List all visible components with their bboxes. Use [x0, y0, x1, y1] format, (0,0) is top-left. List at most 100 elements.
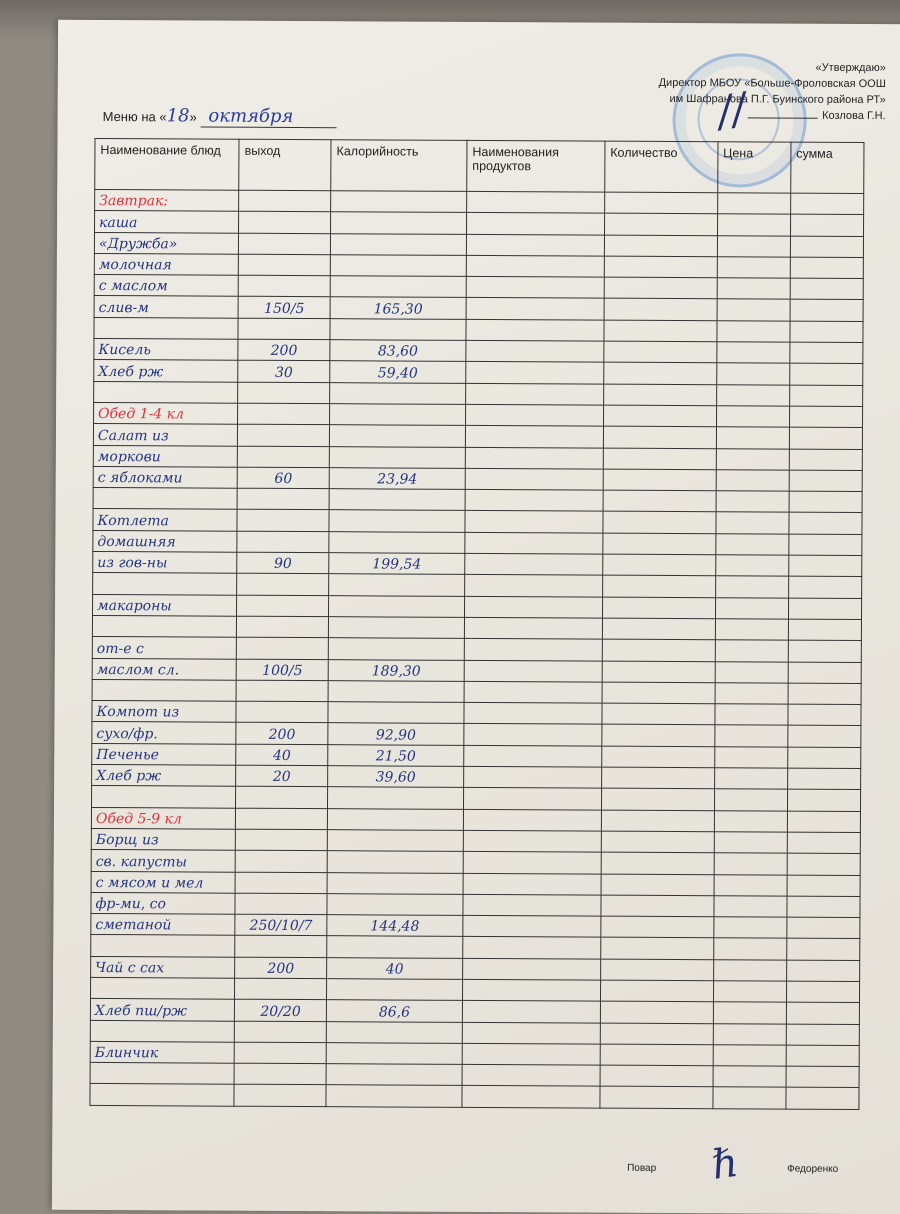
cell-output: 60	[237, 467, 330, 489]
cell-empty	[601, 681, 715, 704]
cell-name: св. капусты	[91, 849, 236, 872]
cell-output	[234, 1042, 327, 1064]
cell-empty	[602, 596, 716, 619]
cell-output	[236, 573, 329, 596]
cell-calories	[330, 275, 467, 298]
cell-empty	[466, 212, 605, 235]
cook-signature: ℏ	[709, 1139, 741, 1189]
cell-name: Хлеб пш/рж	[90, 998, 235, 1021]
cell-output: 30	[237, 360, 330, 383]
cell-empty	[464, 574, 603, 597]
cell-empty	[713, 1001, 787, 1024]
cell-calories	[327, 893, 464, 916]
cell-output	[237, 381, 330, 404]
cell-empty	[712, 1065, 786, 1088]
menu-sheet: «Утверждаю» Директор МБОУ «Больше-Фролов…	[51, 19, 900, 1214]
cell-output: 200	[236, 722, 329, 745]
cell-calories	[326, 1063, 463, 1086]
cell-empty	[462, 936, 601, 959]
cell-empty	[790, 235, 864, 258]
cell-empty	[601, 703, 715, 726]
cell-empty	[601, 767, 715, 790]
cell-name: моркови	[93, 445, 238, 468]
cell-output	[237, 445, 330, 468]
cell-name	[93, 317, 239, 340]
cell-empty	[600, 1022, 714, 1045]
cell-calories: 40	[326, 957, 463, 980]
title-prefix: Меню на «	[102, 108, 167, 125]
cell-empty	[465, 468, 604, 491]
cell-empty	[601, 831, 715, 853]
cell-empty	[601, 852, 714, 875]
cell-empty	[789, 406, 863, 428]
cell-empty	[713, 938, 787, 960]
column-header: выход	[238, 139, 332, 191]
cell-empty	[789, 427, 863, 450]
cell-name: Обед 5-9 кл	[91, 807, 236, 830]
cell-empty	[463, 766, 602, 789]
cell-output	[235, 871, 328, 894]
cell-empty	[786, 959, 860, 982]
cell-name: «Дружба»	[94, 232, 239, 255]
cell-name: Завтрак:	[94, 189, 239, 212]
cell-empty	[462, 1021, 601, 1044]
cell-empty	[601, 809, 715, 832]
cell-empty	[603, 405, 717, 427]
cell-output	[236, 680, 329, 702]
cell-empty	[716, 426, 790, 449]
cell-empty	[602, 618, 716, 640]
cell-calories	[329, 510, 466, 533]
cell-empty	[715, 512, 789, 534]
cell-name: макароны	[92, 594, 237, 617]
cell-output	[236, 594, 329, 617]
cell-empty	[712, 1023, 787, 1045]
column-header: сумма	[790, 142, 864, 194]
cell-empty	[465, 425, 604, 448]
cell-empty	[715, 448, 790, 470]
cell-empty	[604, 234, 718, 257]
cell-calories: 23,94	[329, 467, 466, 490]
cell-empty	[461, 1064, 601, 1087]
cell-empty	[788, 555, 862, 577]
cell-name: из гов-ны	[92, 551, 238, 574]
cell-empty	[465, 361, 604, 384]
cell-empty	[715, 554, 789, 577]
cell-empty	[713, 916, 787, 939]
cell-empty	[600, 873, 714, 896]
cell-calories	[327, 786, 464, 809]
cell-calories	[326, 1042, 463, 1065]
title-separator: »	[189, 109, 197, 125]
cell-calories	[328, 531, 465, 554]
cell-empty	[466, 191, 605, 214]
cell-empty	[789, 448, 863, 471]
cell-output	[237, 424, 330, 447]
cell-empty	[717, 235, 791, 257]
cell-empty	[715, 490, 789, 513]
cell-name: с яблоками	[93, 466, 238, 489]
cell-name	[90, 1020, 235, 1043]
column-header: Наименования продуктов	[466, 140, 605, 193]
cell-empty	[463, 702, 602, 725]
approval-school: им Шафранова П.Г. Буинского района РТ»	[669, 92, 886, 107]
cook-label: Повар	[627, 1162, 657, 1174]
cell-empty	[786, 917, 860, 939]
cell-empty	[785, 1066, 860, 1088]
cell-empty	[603, 341, 717, 364]
cell-output: 150/5	[238, 296, 331, 319]
cell-empty	[465, 319, 604, 342]
cell-empty	[787, 789, 861, 812]
cell-empty	[787, 725, 861, 748]
cell-empty	[716, 299, 790, 321]
cell-output	[235, 807, 328, 830]
cell-output: 200	[234, 956, 327, 979]
cell-empty	[787, 831, 861, 854]
cell-name	[93, 381, 238, 404]
cell-output	[238, 190, 331, 212]
cell-empty	[461, 1085, 600, 1108]
cell-empty	[465, 383, 604, 406]
cell-output	[237, 488, 330, 511]
cell-empty	[713, 959, 787, 982]
cell-empty	[603, 383, 717, 406]
cell-output	[237, 403, 330, 425]
column-header: Наименование блюд	[94, 138, 240, 191]
